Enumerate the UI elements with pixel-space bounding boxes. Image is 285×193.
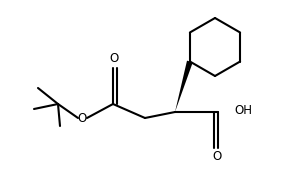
Text: OH: OH [234, 104, 252, 118]
Text: O: O [212, 151, 222, 163]
Polygon shape [175, 61, 193, 112]
Text: O: O [109, 52, 119, 65]
Text: O: O [77, 113, 87, 125]
